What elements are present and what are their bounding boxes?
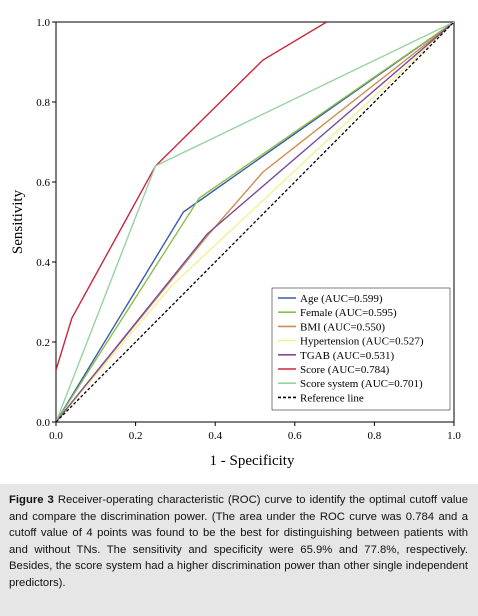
legend-label: Hypertension (AUC=0.527) (300, 336, 424, 348)
legend: Age (AUC=0.599) Female (AUC=0.595) BMI (AU… (271, 287, 451, 411)
ticks-layer: 0.0 0.2 0.4 0.6 0.8 1.0 0.0 0.2 0.4 0.6 0.8 1.0 (36, 17, 461, 442)
roc-chart: 0.0 0.2 0.4 0.6 0.8 1.0 0.0 0.2 0.4 0.6 0.8 1.0 1 -… (10, 17, 461, 469)
y-axis-title: Sensitivity (10, 189, 26, 254)
y-tick-label: 0.2 (36, 337, 50, 349)
series-line-7 (56, 22, 454, 422)
legend-label: Reference line (300, 392, 364, 404)
legend-box (271, 287, 451, 411)
legend-label: BMI (AUC=0.550) (300, 321, 385, 333)
series-line-3 (56, 22, 454, 422)
legend-label: Age (AUC=0.599) (300, 293, 383, 305)
series-line-0 (56, 22, 454, 422)
x-tick-label: 1.0 (447, 430, 461, 442)
plot-frame (55, 21, 455, 423)
caption-label: Figure 3 (9, 494, 54, 506)
y-tick-label: 0.8 (36, 97, 50, 109)
plot-area (55, 21, 455, 423)
x-axis-title: 1 - Specificity (210, 453, 295, 469)
legend-label: TGAB (AUC=0.531) (300, 350, 395, 362)
y-tick-label: 0.4 (36, 257, 50, 269)
y-tick-label: 0.0 (36, 417, 50, 429)
series-line-1 (56, 22, 454, 422)
series-line-4 (56, 22, 454, 422)
x-tick-label: 0.8 (368, 430, 382, 442)
figure-caption: Figure 3 Receiver-operating characterist… (0, 484, 478, 616)
legend-label: Score (AUC=0.784) (300, 364, 390, 376)
legend-label: Female (AUC=0.595) (300, 307, 397, 319)
x-tick-label: 0.2 (129, 430, 143, 442)
legend-items: Age (AUC=0.599) Female (AUC=0.595) BMI (AU… (278, 293, 424, 404)
x-tick-label: 0.4 (208, 430, 222, 442)
series-line-6 (56, 22, 454, 422)
legend-label: Score system (AUC=0.701) (300, 378, 423, 390)
y-tick-label: 1.0 (36, 17, 50, 29)
series-layer (56, 22, 454, 422)
x-tick-label: 0.0 (49, 430, 63, 442)
x-tick-label: 0.6 (288, 430, 302, 442)
caption-text: Receiver-operating characteristic (ROC) … (9, 494, 468, 589)
y-tick-label: 0.6 (36, 177, 50, 189)
